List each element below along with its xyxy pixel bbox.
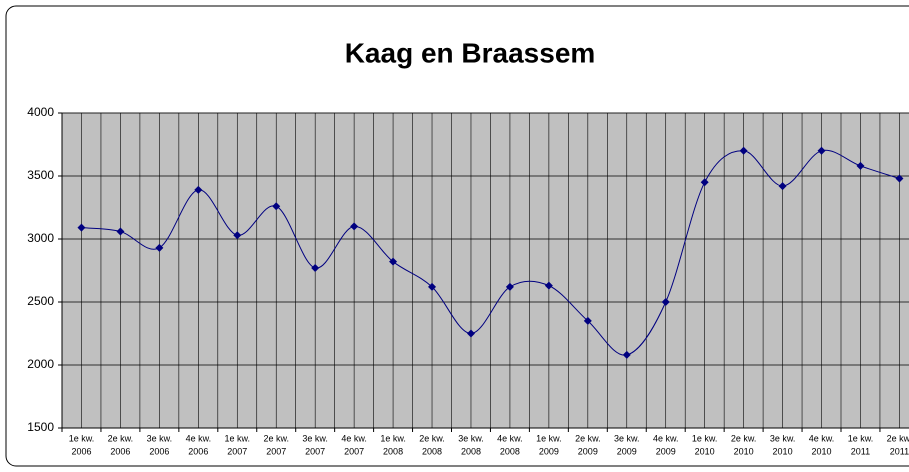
x-tick-label: 1e kw. (69, 433, 95, 443)
x-tick-label: 3e kw. (302, 433, 328, 443)
data-point (389, 257, 398, 266)
data-point (350, 222, 359, 231)
data-point (194, 185, 203, 194)
x-tick-label: 2009 (578, 446, 598, 456)
x-tick-label: 2e kw. (419, 433, 445, 443)
data-point (778, 182, 787, 191)
x-tick-label: 2008 (500, 446, 520, 456)
data-point (856, 161, 865, 170)
y-tick-label: 2500 (27, 294, 54, 308)
x-tick-label: 2009 (617, 446, 637, 456)
x-tick-label: 4e kw. (653, 433, 679, 443)
data-point (661, 298, 670, 306)
data-point (428, 282, 437, 291)
data-point (739, 146, 748, 155)
x-tick-label: 2010 (734, 446, 754, 456)
x-tick-label: 2008 (422, 446, 442, 456)
data-point (622, 350, 631, 359)
y-tick-label: 1500 (27, 420, 54, 434)
x-tick-label: 1e kw. (848, 433, 874, 443)
x-tick-label: 2e kw. (887, 433, 909, 443)
x-tick-label: 3e kw. (770, 433, 796, 443)
data-point (116, 227, 125, 236)
data-point (466, 329, 475, 338)
chart-title: Kaag en Braassem (345, 37, 596, 68)
x-tick-label: 4e kw. (341, 433, 367, 443)
x-tick-label: 4e kw. (497, 433, 523, 443)
x-tick-label: 2e kw. (575, 433, 601, 443)
data-point (544, 281, 553, 290)
x-tick-label: 2006 (149, 446, 169, 456)
x-tick-label: 3e kw. (458, 433, 484, 443)
data-point (77, 223, 86, 232)
data-point (583, 316, 592, 325)
data-point (233, 231, 242, 240)
x-tick-label: 2010 (812, 446, 832, 456)
x-tick-label: 2007 (227, 446, 247, 456)
x-tick-label: 2009 (539, 446, 559, 456)
x-tick-label: 2007 (344, 446, 364, 456)
data-point (895, 174, 904, 183)
data-point (311, 263, 320, 272)
x-tick-label: 2011 (851, 446, 870, 456)
data-point (505, 282, 514, 291)
x-tick-label: 2e kw. (263, 433, 289, 443)
data-line (81, 149, 900, 356)
x-tick-label: 3e kw. (147, 433, 173, 443)
x-tick-label: 2007 (266, 446, 286, 456)
y-tick-label: 3000 (27, 231, 54, 245)
x-tick-label: 1e kw. (692, 433, 718, 443)
x-tick-label: 2008 (383, 446, 403, 456)
x-tick-label: 2011 (890, 446, 909, 456)
data-point (700, 178, 709, 187)
x-tick-label: 2008 (461, 446, 481, 456)
x-tick-label: 2009 (656, 446, 676, 456)
x-tick-label: 3e kw. (614, 433, 640, 443)
x-tick-label: 2e kw. (731, 433, 757, 443)
data-point (155, 243, 164, 252)
x-tick-label: 2007 (305, 446, 325, 456)
y-tick-label: 3500 (27, 168, 54, 182)
x-tick-label: 2010 (695, 446, 715, 456)
y-tick-label: 4000 (27, 105, 54, 119)
x-tick-label: 1e kw. (380, 433, 406, 443)
x-tick-label: 2006 (110, 446, 130, 456)
x-tick-label: 2006 (71, 446, 91, 456)
data-point (817, 146, 826, 155)
data-point (272, 202, 281, 211)
x-tick-label: 1e kw. (225, 433, 251, 443)
x-tick-label: 2e kw. (108, 433, 134, 443)
x-tick-label: 2006 (188, 446, 208, 456)
x-tick-label: 4e kw. (809, 433, 835, 443)
y-tick-label: 2000 (27, 357, 54, 371)
plot-area (61, 112, 909, 429)
x-tick-label: 4e kw. (186, 433, 212, 443)
x-tick-label: 1e kw. (536, 433, 562, 443)
x-tick-label: 2010 (773, 446, 793, 456)
